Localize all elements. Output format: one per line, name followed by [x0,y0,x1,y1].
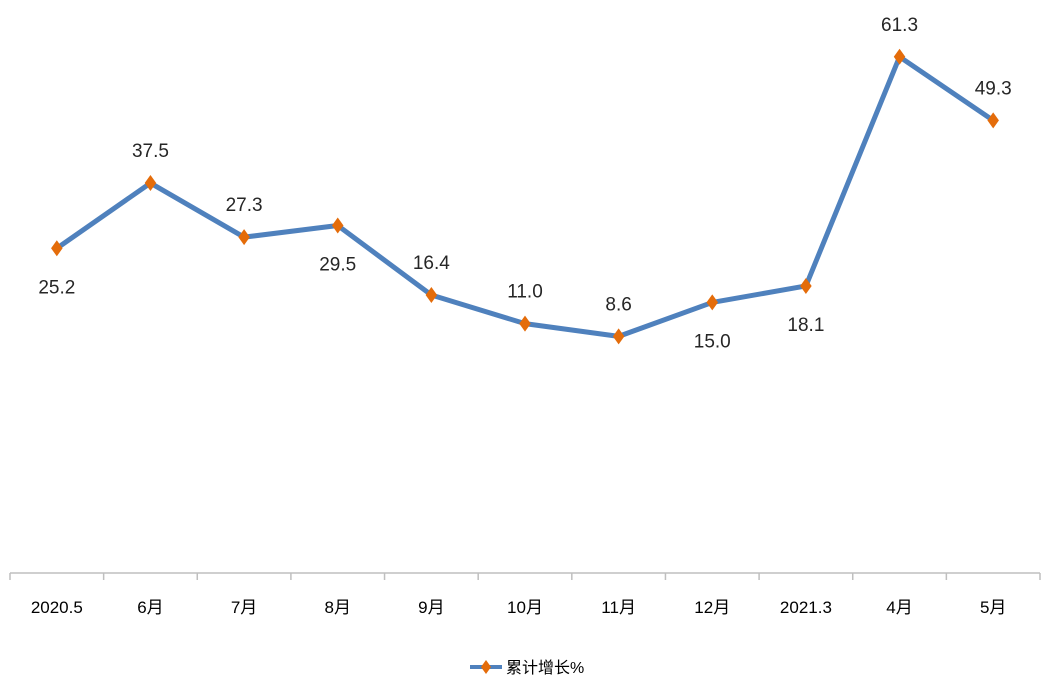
x-tick-label: 11月 [601,598,636,617]
x-tick-label: 2021.3 [780,598,832,617]
data-point-marker [800,277,812,294]
data-label: 16.4 [413,253,450,274]
data-label: 11.0 [507,282,543,303]
legend-label: 累计增长% [506,659,584,677]
data-point-marker [706,294,719,311]
data-label: 8.6 [605,294,631,315]
data-label: 25.2 [38,277,75,298]
data-label: 15.0 [694,331,731,352]
x-tick-label: 7月 [231,598,257,617]
data-label: 61.3 [881,15,918,36]
x-tick-label: 5月 [980,598,1006,617]
data-point-marker [893,48,906,65]
data-point-marker [519,315,531,332]
x-tick-label: 10月 [507,598,543,617]
data-point-marker [51,240,63,257]
data-point-marker [331,217,344,234]
x-tick-label: 9月 [418,598,444,617]
data-point-marker [612,328,625,345]
x-tick-label: 8月 [324,598,350,617]
data-label: 29.5 [319,254,356,275]
data-label: 49.3 [975,78,1012,99]
data-label: 37.5 [132,141,169,162]
data-label: 18.1 [787,315,824,336]
x-tick-label: 4月 [886,598,912,617]
data-point-marker [425,286,438,303]
x-tick-label: 6月 [137,598,163,617]
x-tick-label: 2020.5 [31,598,83,617]
data-label: 27.3 [226,195,263,216]
x-tick-label: 12月 [694,598,730,617]
data-point-marker [987,112,999,129]
data-point-marker [144,175,157,192]
data-point-marker [238,229,250,246]
legend-marker-swatch [480,660,492,674]
